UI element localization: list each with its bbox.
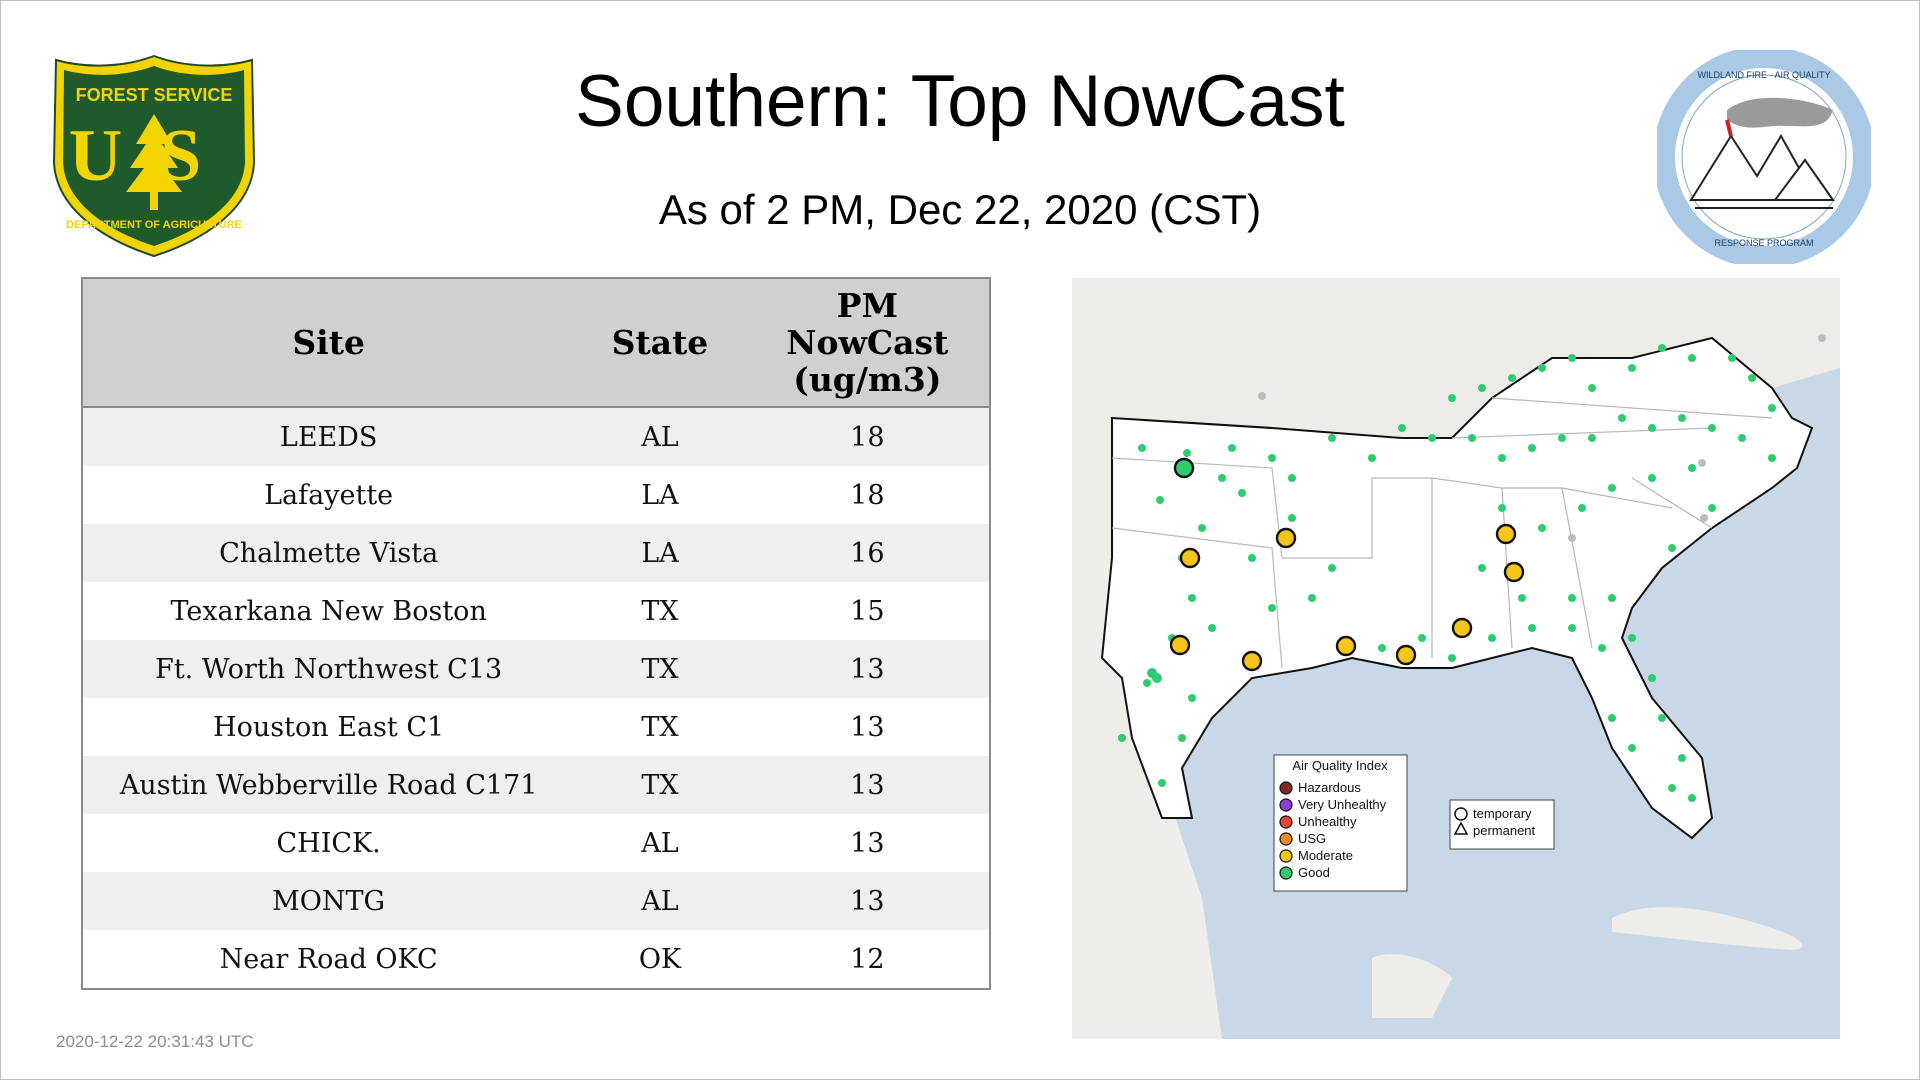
aqi-map: Air Quality Index Hazardous Very Unhealth… xyxy=(1072,278,1840,1039)
site-leeds xyxy=(1495,523,1517,545)
cell-state: TX xyxy=(574,698,746,756)
aqi-legend: Air Quality Index Hazardous Very Unhealth… xyxy=(1273,754,1408,892)
circle-icon xyxy=(1454,807,1468,821)
logo-text-bottom: DEPARTMENT OF AGRICULTURE xyxy=(66,219,242,231)
cell-value: 13 xyxy=(745,814,990,872)
cell-value: 13 xyxy=(745,698,990,756)
cell-site: Chalmette Vista xyxy=(82,524,575,582)
site-houston xyxy=(1241,650,1263,672)
cell-value: 15 xyxy=(745,582,990,640)
aqi-label-usg: USG xyxy=(1298,831,1326,846)
cell-site: CHICK. xyxy=(82,814,575,872)
aqi-legend-title: Air Quality Index xyxy=(1292,758,1388,773)
site-texarkana xyxy=(1275,527,1297,549)
cell-value: 13 xyxy=(745,756,990,814)
legend-temporary: temporary xyxy=(1473,806,1532,821)
land-yucatan xyxy=(1372,954,1452,1018)
land-cuba xyxy=(1612,907,1803,950)
cell-state: TX xyxy=(574,756,746,814)
table-row: Ft. Worth Northwest C13 TX 13 xyxy=(82,640,990,698)
state-borders xyxy=(1111,397,1773,669)
nodata-sites xyxy=(1258,334,1826,542)
site-lafayette xyxy=(1335,635,1357,657)
wildland-fire-logo: WILDLAND FIRE · AIR QUALITY RESPONSE PRO… xyxy=(1657,50,1871,264)
good-sites xyxy=(1118,344,1776,802)
table-row: CHICK. AL 13 xyxy=(82,814,990,872)
site-montg xyxy=(1503,561,1525,583)
cell-state: LA xyxy=(574,524,746,582)
top-sites xyxy=(1169,457,1525,672)
cell-value: 18 xyxy=(745,466,990,524)
southern-region xyxy=(1100,336,1814,840)
cell-site: MONTG xyxy=(82,872,575,930)
cell-state: AL xyxy=(574,872,746,930)
header-state: State xyxy=(574,278,746,408)
cell-site: LEEDS xyxy=(82,407,575,466)
table-row: Austin Webberville Road C171 TX 13 xyxy=(82,756,990,814)
site-near-road-okc xyxy=(1173,457,1195,479)
cell-value: 13 xyxy=(745,640,990,698)
aqi-label-unhealthy: Unhealthy xyxy=(1298,814,1357,829)
aqi-swatch-good xyxy=(1279,866,1293,880)
site-austin xyxy=(1169,634,1191,656)
cell-site: Houston East C1 xyxy=(82,698,575,756)
cell-value: 18 xyxy=(745,407,990,466)
header-pm-line2: NowCast xyxy=(786,323,949,362)
page-subtitle: As of 2 PM, Dec 22, 2020 (CST) xyxy=(658,186,1262,233)
aqi-label-hazardous: Hazardous xyxy=(1298,780,1361,795)
page-title: Southern: Top NowCast xyxy=(575,61,1345,142)
cell-site: Austin Webberville Road C171 xyxy=(82,756,575,814)
table-row: Near Road OKC OK 12 xyxy=(82,930,990,989)
table-row: Chalmette Vista LA 16 xyxy=(82,524,990,582)
forest-service-logo: FOREST SERVICE US DEPARTMENT OF AGRICULT… xyxy=(52,54,256,258)
header-pm-line3: (ug/m3) xyxy=(793,360,942,399)
cell-site: Texarkana New Boston xyxy=(82,582,575,640)
aqi-swatch-moderate xyxy=(1279,849,1293,863)
site-ft-worth xyxy=(1179,547,1201,569)
aqi-label-moderate: Moderate xyxy=(1298,848,1353,863)
table-row: MONTG AL 13 xyxy=(82,872,990,930)
cell-state: LA xyxy=(574,466,746,524)
nowcast-table: Site State PM NowCast (ug/m3) LEEDS AL 1… xyxy=(81,277,991,990)
cell-site: Ft. Worth Northwest C13 xyxy=(82,640,575,698)
cell-state: AL xyxy=(574,407,746,466)
cell-value: 13 xyxy=(745,872,990,930)
aqi-swatch-unhealthy xyxy=(1279,815,1293,829)
aqi-label-very-unhealthy: Very Unhealthy xyxy=(1298,797,1387,812)
site-chalmette xyxy=(1395,644,1417,666)
table-row: Texarkana New Boston TX 15 xyxy=(82,582,990,640)
cell-state: AL xyxy=(574,814,746,872)
logo-text-top: FOREST SERVICE xyxy=(76,85,233,105)
seal-text-bottom: RESPONSE PROGRAM xyxy=(1714,238,1813,248)
triangle-icon xyxy=(1453,821,1469,835)
header-site: Site xyxy=(82,278,575,408)
cell-value: 12 xyxy=(745,930,990,989)
type-legend: temporary permanent xyxy=(1449,799,1555,850)
header-pm-nowcast: PM NowCast (ug/m3) xyxy=(745,278,990,408)
cell-state: TX xyxy=(574,640,746,698)
aqi-swatch-usg xyxy=(1279,832,1293,846)
pine-tree-icon xyxy=(126,114,182,210)
aqi-label-good: Good xyxy=(1298,865,1330,880)
cell-state: TX xyxy=(574,582,746,640)
cell-site: Lafayette xyxy=(82,466,575,524)
aqi-swatch-hazardous xyxy=(1279,781,1293,795)
table-row: Houston East C1 TX 13 xyxy=(82,698,990,756)
cell-site: Near Road OKC xyxy=(82,930,575,989)
site-chick xyxy=(1451,617,1473,639)
cell-state: OK xyxy=(574,930,746,989)
table-row: LEEDS AL 18 xyxy=(82,407,990,466)
aqi-swatch-very-unhealthy xyxy=(1279,798,1293,812)
seal-text-top: WILDLAND FIRE · AIR QUALITY xyxy=(1697,70,1830,80)
table-row: Lafayette LA 18 xyxy=(82,466,990,524)
table-header-row: Site State PM NowCast (ug/m3) xyxy=(82,278,990,408)
legend-permanent: permanent xyxy=(1473,823,1536,838)
header-pm-line1: PM xyxy=(836,286,898,325)
timestamp: 2020-12-22 20:31:43 UTC xyxy=(56,1032,254,1051)
cell-value: 16 xyxy=(745,524,990,582)
